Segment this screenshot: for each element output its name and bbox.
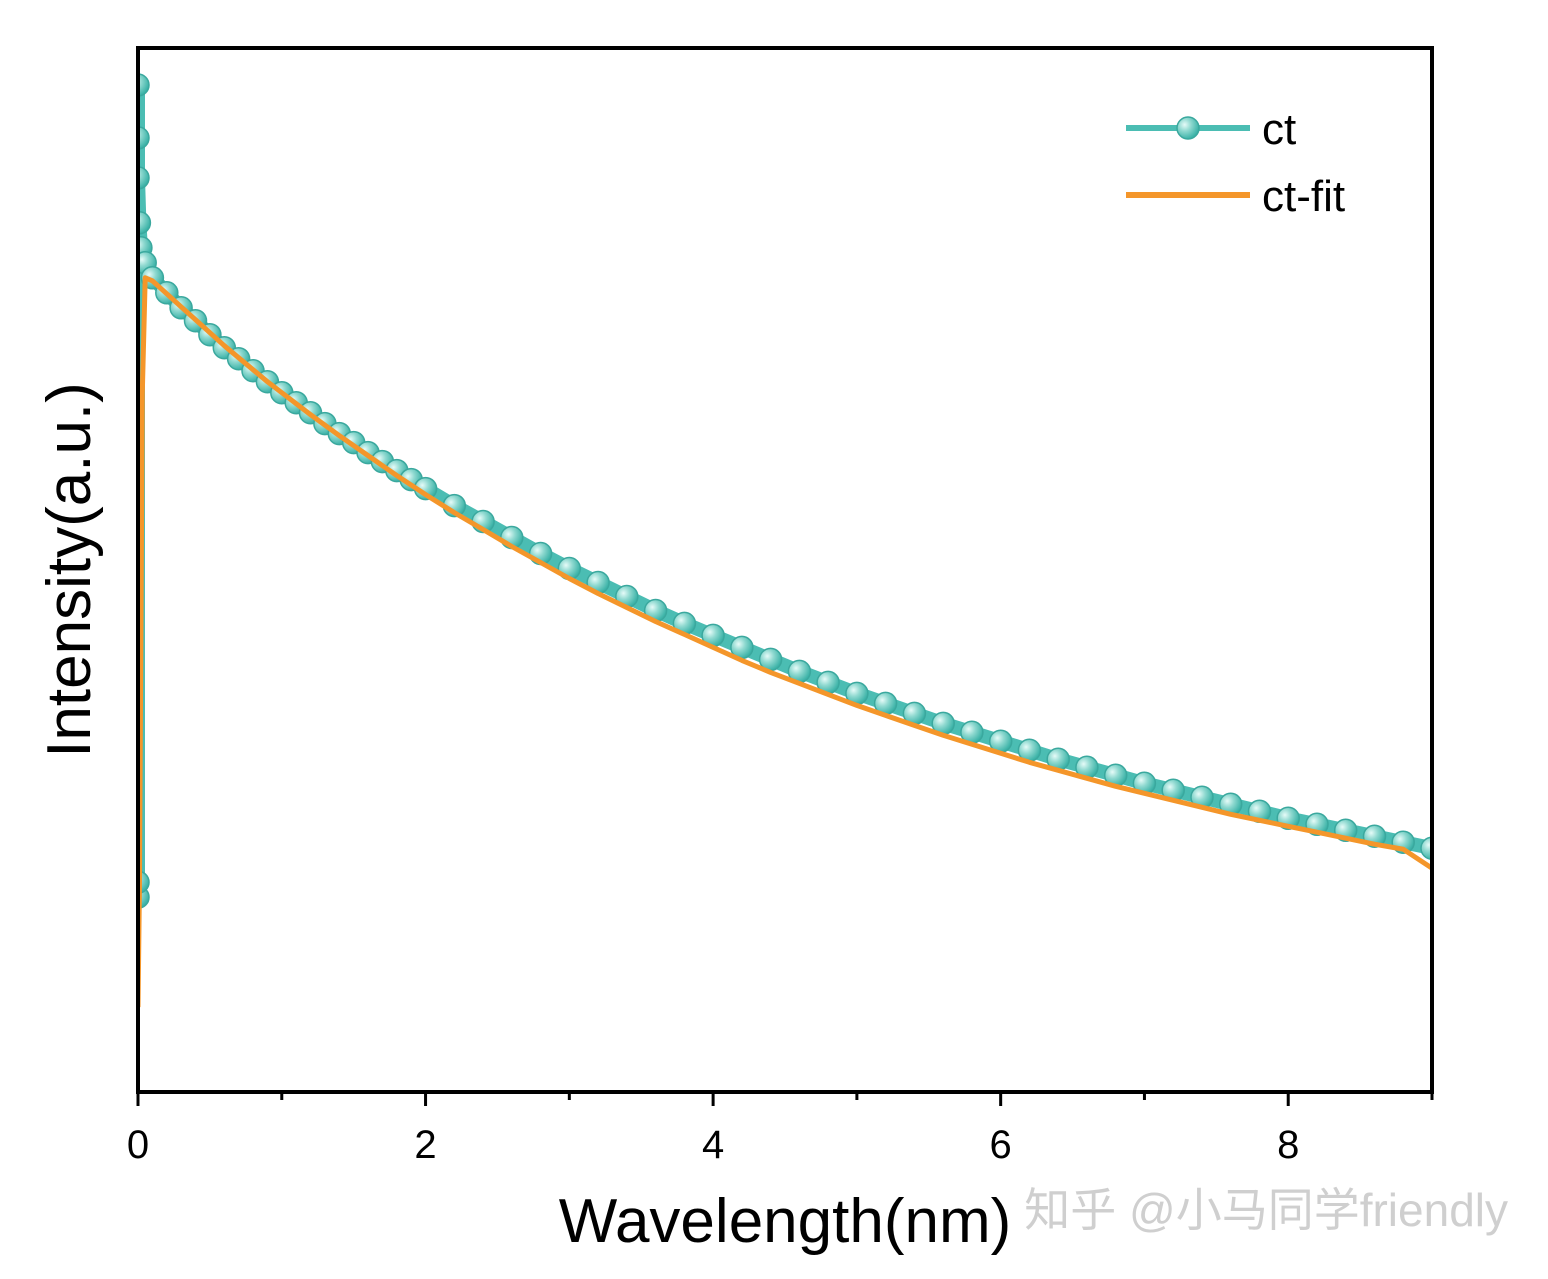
- ct-point-62: [1420, 836, 1432, 860]
- legend-ct-fit-label: ct-fit: [1262, 172, 1345, 221]
- plot-frame: [136, 46, 1434, 1094]
- series-ct-fit: [138, 275, 1432, 1008]
- x-tick-label-8: 8: [1277, 1123, 1299, 1167]
- ct-point-3: [138, 126, 150, 150]
- x-axis-tick-labels: 0 2 4 6 8: [127, 1123, 1299, 1167]
- x-axis-title: Wavelength(nm): [559, 1187, 1012, 1256]
- x-tick-label-6: 6: [990, 1123, 1012, 1167]
- y-axis-title: Intensity(a.u.): [35, 382, 104, 758]
- series-ct: [138, 73, 1432, 909]
- x-tick-label-0: 0: [127, 1123, 149, 1167]
- ct-point-4: [138, 166, 150, 190]
- series-ct-fit-line: [138, 275, 1432, 1008]
- x-tick-label-2: 2: [414, 1123, 436, 1167]
- legend: ct ct-fit: [1126, 105, 1345, 221]
- legend-ct-label: ct: [1262, 105, 1296, 154]
- watermark: 知乎 @小马同学friendly: [1024, 1184, 1508, 1236]
- plot-area: [138, 48, 1432, 1092]
- legend-ct-marker: [1176, 116, 1200, 140]
- x-axis-ticks: [136, 1092, 1434, 1106]
- ct-point-2: [138, 73, 150, 97]
- x-tick-label-4: 4: [702, 1123, 724, 1167]
